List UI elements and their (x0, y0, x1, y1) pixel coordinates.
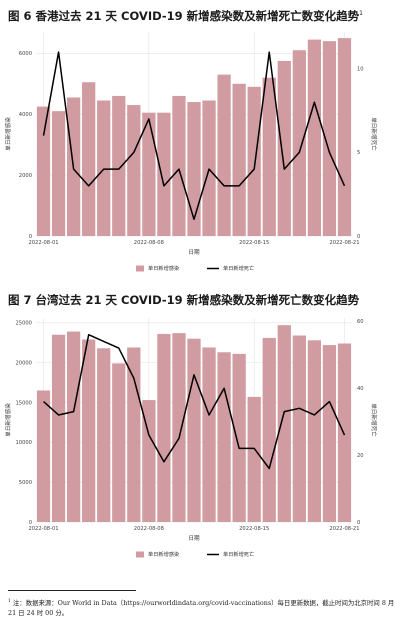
y-tick-label: 5000 (19, 480, 32, 486)
footnote-mark: 1 (359, 10, 363, 18)
y-tick-label: 2000 (19, 173, 32, 179)
y-axis-title: 单日新增感染 (4, 403, 12, 437)
x-axis-title: 日期 (188, 249, 200, 256)
bar (232, 83, 246, 236)
x-tick-label: 2022-08-15 (239, 526, 269, 532)
bar (262, 337, 276, 522)
bar (277, 325, 291, 522)
footnote: 1 注：数据来源：Our World in Data（https://ourwo… (8, 597, 396, 618)
bar (337, 38, 352, 236)
footnote-divider (8, 590, 136, 591)
y-right-tick-label: 0 (357, 520, 360, 526)
x-tick-label: 2022-08-21 (329, 240, 359, 246)
y-right-axis-title: 单日新增死亡 (370, 117, 378, 151)
bar (307, 39, 322, 236)
y-right-tick-label: 0 (357, 234, 360, 240)
footnote-text: 注：数据来源：Our World in Data（https://ourworl… (8, 599, 395, 618)
chart-tw: 0 5000 10000 15000 20000 25000 0 20 40 60 2022-08-… (4, 318, 378, 558)
x-axis-title: 日期 (188, 535, 200, 542)
series-line-deaths (43, 333, 346, 470)
bar (142, 400, 156, 522)
bar (217, 74, 231, 236)
bar (157, 112, 171, 236)
bar (142, 112, 156, 236)
y-tick-label: 4000 (19, 112, 32, 118)
figure-6-title: 图 6 香港过去 21 天 COVID-19 新增感染数及新增死亡数变化趋势1 (8, 8, 363, 24)
bar (51, 111, 66, 236)
bar (66, 331, 81, 522)
bar (82, 339, 96, 522)
bar (322, 41, 337, 237)
y-right-tick-label: 20 (357, 453, 364, 459)
bar (202, 100, 216, 236)
figure-7-title: 图 7 台湾过去 21 天 COVID-19 新增感染数及新增死亡数变化趋势 (8, 292, 359, 308)
y-tick-label: 0 (29, 234, 32, 240)
x-tick-label: 2022-08-21 (329, 526, 359, 532)
x-tick-label: 2022-08-01 (28, 526, 58, 532)
bar (187, 338, 201, 522)
y-tick-label: 6000 (19, 51, 32, 57)
legend-swatch-infections (136, 551, 144, 558)
y-right-axis-title: 单日新增死亡 (370, 403, 378, 437)
footnote-number: 1 (8, 599, 11, 604)
x-tick-label: 2022-08-08 (134, 526, 164, 532)
bar (112, 95, 126, 236)
bar (322, 345, 337, 522)
x-tick-label: 2022-08-15 (239, 240, 269, 246)
bar (127, 105, 141, 237)
bar (97, 100, 111, 236)
y-tick-label: 25000 (15, 321, 32, 327)
legend-label-deaths: 单日新增死亡 (223, 550, 254, 558)
figure-7-title-text: 图 7 台湾过去 21 天 COVID-19 新增感染数及新增死亡数变化趋势 (8, 293, 360, 307)
legend-label-deaths: 单日新增死亡 (223, 264, 254, 272)
y-tick-label: 10000 (15, 440, 32, 446)
bar (157, 333, 171, 522)
bar (232, 353, 246, 522)
bar (307, 340, 322, 522)
bar (51, 334, 66, 522)
bar (127, 347, 141, 522)
bar (247, 396, 261, 522)
bar (112, 363, 126, 522)
bar (172, 95, 186, 236)
bar (202, 347, 216, 522)
chart-hk: 0 2000 4000 6000 0 5 10 2022-08-01 2022-08-08 202… (4, 32, 378, 272)
legend-label-infections: 单日新增感染 (148, 264, 179, 272)
legend-label-infections: 单日新增感染 (148, 550, 179, 558)
bar (292, 335, 306, 522)
y-tick-label: 20000 (15, 360, 32, 366)
bar (337, 343, 352, 522)
bar (277, 60, 291, 237)
bar (292, 50, 306, 237)
bar (217, 352, 231, 522)
y-right-tick-label: 40 (357, 386, 364, 392)
y-right-tick-label: 60 (357, 319, 364, 325)
bar (82, 82, 96, 237)
y-tick-label: 15000 (15, 400, 32, 406)
y-right-tick-label: 10 (357, 67, 364, 73)
bar (172, 333, 186, 522)
legend-swatch-infections (136, 265, 144, 272)
bar (262, 77, 276, 236)
bar (187, 102, 201, 237)
y-axis-title: 单日新增感染 (4, 117, 12, 151)
series-line-deaths (42, 51, 346, 221)
bar (97, 348, 111, 522)
y-tick-label: 0 (29, 520, 32, 526)
y-right-tick-label: 5 (357, 150, 360, 156)
x-tick-label: 2022-08-08 (134, 240, 164, 246)
bar (36, 390, 51, 522)
x-tick-label: 2022-08-01 (28, 240, 58, 246)
bar (36, 106, 51, 236)
figure-6-title-text: 图 6 香港过去 21 天 COVID-19 新增感染数及新增死亡数变化趋势 (8, 9, 360, 23)
bar (247, 86, 261, 236)
